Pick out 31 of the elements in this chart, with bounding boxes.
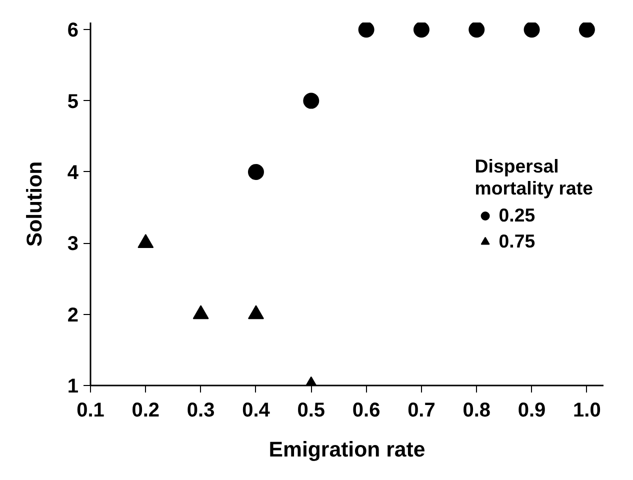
y-tick-label: 1 xyxy=(67,376,78,398)
point xyxy=(413,22,430,38)
x-axis-title: Emigration rate xyxy=(268,438,426,462)
x-tick-label: 0.6 xyxy=(352,400,380,422)
point xyxy=(578,22,595,38)
point xyxy=(358,22,374,38)
x-tick-label: 0.7 xyxy=(408,400,436,422)
x-tick-label: 0.4 xyxy=(242,400,271,422)
legend-label: 0.75 xyxy=(498,230,536,252)
point xyxy=(138,234,154,248)
legend-title: Dispersal mortality rate xyxy=(474,155,593,199)
x-tick-label: 0.3 xyxy=(186,400,215,422)
point xyxy=(192,305,209,320)
point xyxy=(248,305,264,320)
x-tick-label: 0.8 xyxy=(462,400,491,422)
x-tick-label: 0.5 xyxy=(297,400,326,422)
y-tick-label: 3 xyxy=(67,233,78,256)
x-tick-label: 1.0 xyxy=(573,400,601,422)
point xyxy=(248,164,264,180)
y-tick-label: 5 xyxy=(67,90,78,113)
point xyxy=(303,92,320,109)
point xyxy=(524,22,540,38)
y-tick-label: 6 xyxy=(67,20,78,42)
legend-label: 0.25 xyxy=(498,204,536,226)
y-tick-label: 2 xyxy=(67,304,78,326)
x-tick-label: 0.9 xyxy=(518,400,546,422)
point xyxy=(468,22,485,38)
x-tick-label: 0.1 xyxy=(76,400,104,422)
y-tick-label: 4 xyxy=(67,162,80,184)
x-tick-label: 0.2 xyxy=(132,400,160,422)
y-axis-title: Solution xyxy=(22,161,46,247)
